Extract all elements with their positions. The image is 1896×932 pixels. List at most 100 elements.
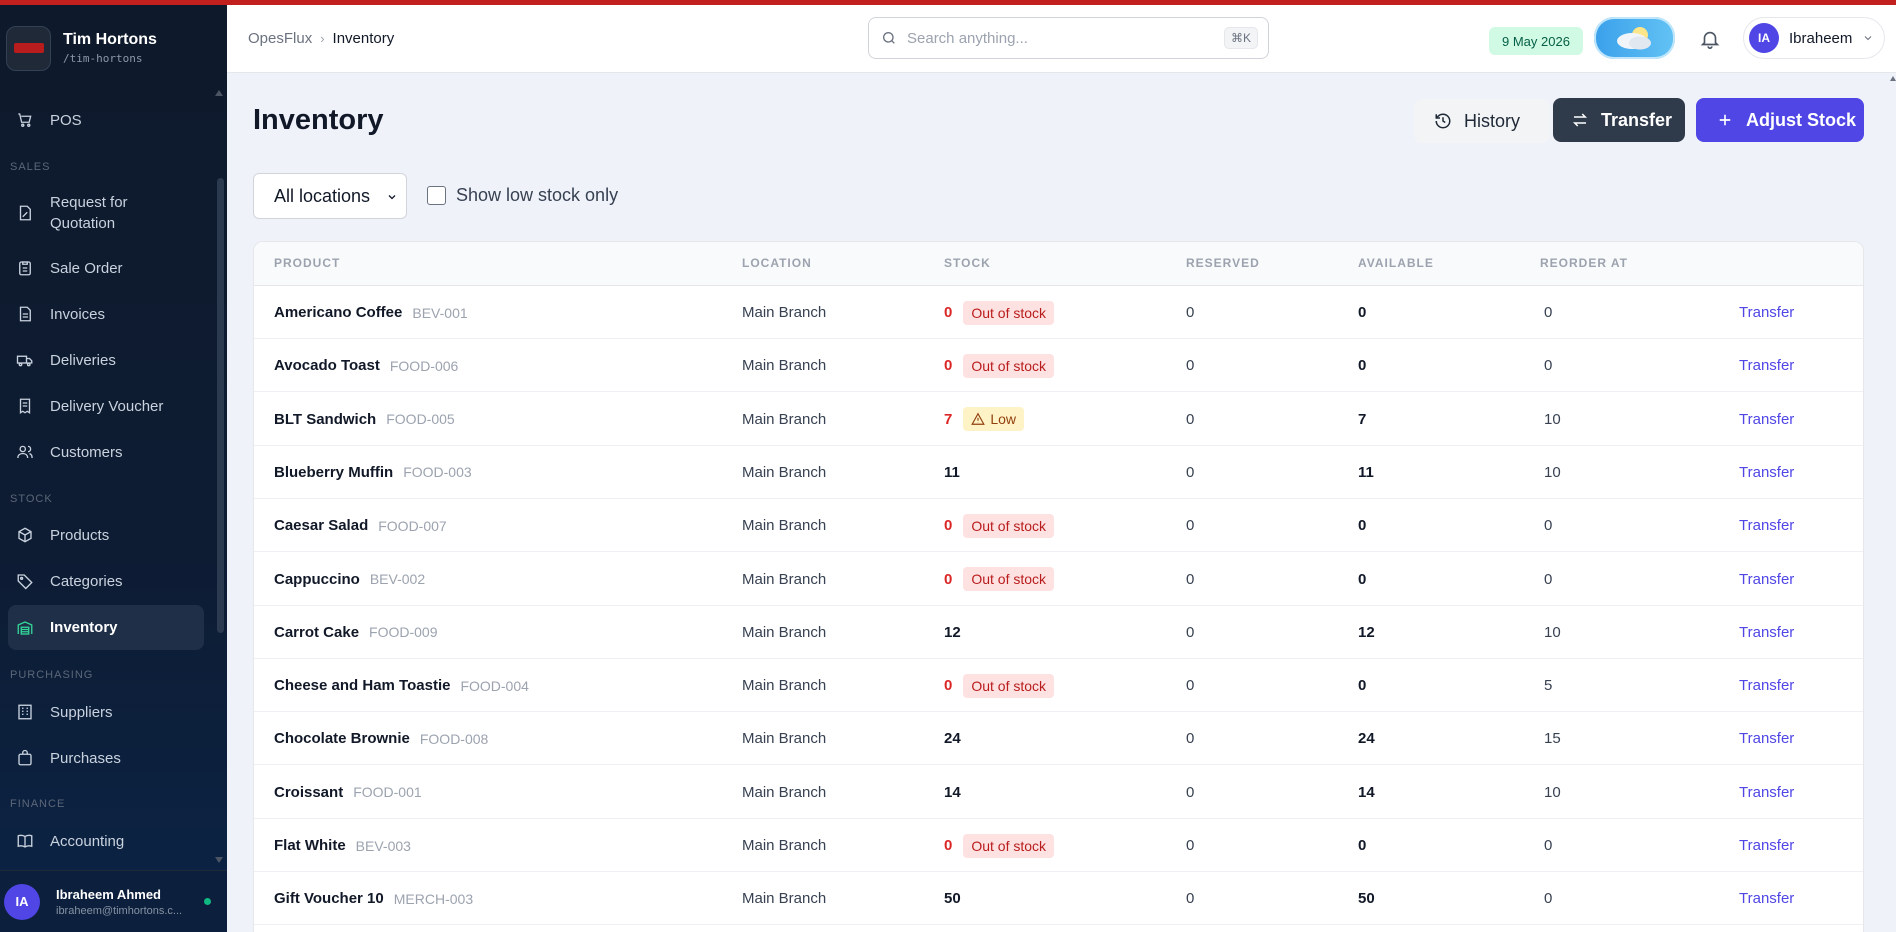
row-transfer-link[interactable]: Transfer: [1739, 677, 1795, 695]
sidebar-item-inventory[interactable]: Inventory: [8, 605, 204, 650]
bell-icon[interactable]: [1699, 28, 1721, 50]
sidebar-item-invoices[interactable]: Invoices: [8, 294, 204, 334]
row-transfer-link[interactable]: Transfer: [1739, 623, 1795, 641]
sidebar-item-products[interactable]: Products: [8, 515, 204, 555]
row-transfer-cell: Transfer: [1739, 553, 1794, 606]
row-transfer-link[interactable]: Transfer: [1739, 837, 1795, 854]
available-cell: 12: [1358, 623, 1375, 641]
swap-arrows-icon: [1572, 113, 1588, 127]
weather-widget[interactable]: [1594, 17, 1675, 59]
column-header-product[interactable]: PRODUCT: [274, 256, 341, 270]
table-row[interactable]: Caesar Salad FOOD-007 Main Branch 0 Out of s…: [254, 499, 1863, 553]
available-cell: 0: [1358, 570, 1367, 588]
status-badge: Low: [963, 407, 1025, 432]
row-transfer-link[interactable]: Transfer: [1739, 410, 1795, 428]
row-transfer-link[interactable]: Transfer: [1739, 463, 1795, 481]
table-row[interactable]: Cheese and Ham Toastie FOOD-004 Main Branc…: [254, 659, 1863, 713]
bag-icon: [18, 749, 32, 766]
sidebar-item-deliveries[interactable]: Deliveries: [8, 340, 204, 380]
sidebar-item-purchases[interactable]: Purchases: [8, 738, 204, 778]
row-transfer-link[interactable]: Transfer: [1739, 304, 1795, 321]
table-row[interactable]: Gift Voucher 10 MERCH-003 Main Branch 50 0 50…: [254, 872, 1863, 926]
search-box[interactable]: ⌘K: [868, 17, 1269, 59]
stock-cell: 50: [944, 872, 961, 925]
row-transfer-link[interactable]: Transfer: [1739, 357, 1795, 375]
table-row[interactable]: Avocado Toast FOOD-006 Main Branch 0 Out of …: [254, 339, 1863, 393]
table-row[interactable]: Americano Coffee BEV-001 Main Branch 0 Out o…: [254, 286, 1863, 339]
column-header-available[interactable]: AVAILABLE: [1358, 256, 1434, 270]
sidebar-user[interactable]: IA Ibraheem Ahmed ibraheem@timhortons.c.…: [0, 870, 227, 932]
row-transfer-link[interactable]: Transfer: [1739, 890, 1795, 908]
location-select[interactable]: All locations: [253, 173, 407, 219]
row-transfer-link[interactable]: Transfer: [1739, 570, 1795, 588]
sidebar-item-sale-order[interactable]: Sale Order: [8, 248, 204, 288]
stock-value: 0: [944, 517, 953, 535]
sidebar-item-customers[interactable]: Customers: [8, 432, 204, 472]
receipt-icon: [19, 398, 31, 415]
product-cell: Carrot Cake FOOD-009: [274, 606, 438, 659]
product-sku: FOOD-005: [386, 411, 455, 428]
table-row[interactable]: Carrot Cake FOOD-009 Main Branch 12 0 12 10 Tra…: [254, 606, 1863, 659]
brand[interactable]: Tim Hortons /tim-hortons: [6, 24, 221, 72]
reserved-cell: 0: [1186, 304, 1195, 321]
breadcrumb-home[interactable]: OpesFlux: [248, 30, 313, 47]
sidebar-item-label: Delivery Voucher: [50, 397, 164, 415]
sidebar-item-pos[interactable]: POS: [8, 100, 204, 140]
document-icon: [19, 306, 31, 322]
sidebar-item-delivery-voucher[interactable]: Delivery Voucher: [8, 386, 204, 426]
column-header-reserved[interactable]: RESERVED: [1186, 256, 1260, 270]
sidebar-user-name: Ibraheem Ahmed: [56, 886, 161, 902]
column-header-location[interactable]: LOCATION: [742, 256, 812, 270]
reorder-cell: 0: [1544, 357, 1553, 375]
table-row[interactable]: BLT Sandwich FOOD-005 Main Branch 7 Low 0 7 10 T…: [254, 393, 1863, 446]
table-row[interactable]: Flat White BEV-003 Main Branch 0 Out of stoc…: [254, 819, 1863, 872]
row-transfer-link[interactable]: Transfer: [1739, 730, 1795, 748]
low-stock-label: Show low stock only: [456, 185, 619, 205]
product-cell: Flat White BEV-003: [274, 819, 411, 872]
search-input[interactable]: [907, 29, 1207, 47]
stock-value: 0: [944, 304, 953, 321]
stock-cell: 11: [944, 446, 960, 499]
sidebar-item-request-for-quotation[interactable]: Request for Quotation: [8, 190, 204, 236]
adjust-stock-button[interactable]: Adjust Stock: [1696, 98, 1864, 142]
transfer-button[interactable]: Transfer: [1553, 98, 1685, 142]
date-badge: 9 May 2026: [1489, 27, 1583, 55]
stock-value: 0: [944, 357, 953, 375]
table-row[interactable]: Croissant FOOD-001 Main Branch 14 0 14 10 Trans…: [254, 766, 1863, 819]
sidebar-scrollbar[interactable]: [217, 178, 224, 633]
brand-slug: /tim-hortons: [63, 52, 143, 65]
sidebar-scroll-down-icon[interactable]: [215, 857, 223, 863]
reorder-cell: 15: [1544, 730, 1561, 748]
table-row[interactable]: Blueberry Muffin FOOD-003 Main Branch 11 0 11…: [254, 446, 1863, 499]
warning-icon: [971, 412, 986, 425]
sidebar-scroll-up-icon[interactable]: [215, 90, 223, 96]
low-stock-filter[interactable]: Show low stock only: [427, 185, 618, 206]
product-cell: Americano Coffee BEV-001: [274, 286, 468, 339]
page-scroll-up-icon[interactable]: [1890, 76, 1896, 81]
row-transfer-cell: Transfer: [1739, 819, 1794, 872]
product-cell: Blueberry Muffin FOOD-003: [274, 446, 472, 499]
sidebar-item-categories[interactable]: Categories: [8, 561, 204, 601]
brand-logo: [6, 25, 51, 71]
low-stock-checkbox[interactable]: [427, 186, 446, 205]
sidebar-item-label: Customers: [50, 443, 123, 461]
user-menu[interactable]: IA Ibraheem: [1743, 17, 1885, 59]
product-cell: Caesar Salad FOOD-007: [274, 499, 447, 552]
sidebar-item-label: Categories: [50, 572, 123, 590]
column-header-stock[interactable]: STOCK: [944, 256, 991, 270]
column-header-reorder-at[interactable]: REORDER AT: [1540, 256, 1628, 270]
location-cell: Main Branch: [742, 623, 827, 641]
product-cell: Gift Voucher 10 MERCH-003: [274, 872, 473, 925]
history-button[interactable]: History: [1414, 99, 1550, 143]
row-transfer-link[interactable]: Transfer: [1739, 783, 1795, 801]
search-shortcut: ⌘K: [1223, 27, 1258, 49]
stock-value: 50: [944, 890, 961, 908]
sidebar-item-suppliers[interactable]: Suppliers: [8, 692, 204, 732]
product-sku: FOOD-004: [460, 677, 529, 694]
row-transfer-link[interactable]: Transfer: [1739, 517, 1795, 535]
warehouse-icon: [17, 620, 33, 635]
table-row[interactable]: Chocolate Brownie FOOD-008 Main Branch 24 0 2…: [254, 712, 1863, 766]
sidebar-item-accounting[interactable]: Accounting: [8, 821, 204, 861]
row-transfer-cell: Transfer: [1739, 872, 1794, 925]
table-row[interactable]: Cappuccino BEV-002 Main Branch 0 Out of stoc…: [254, 553, 1863, 606]
